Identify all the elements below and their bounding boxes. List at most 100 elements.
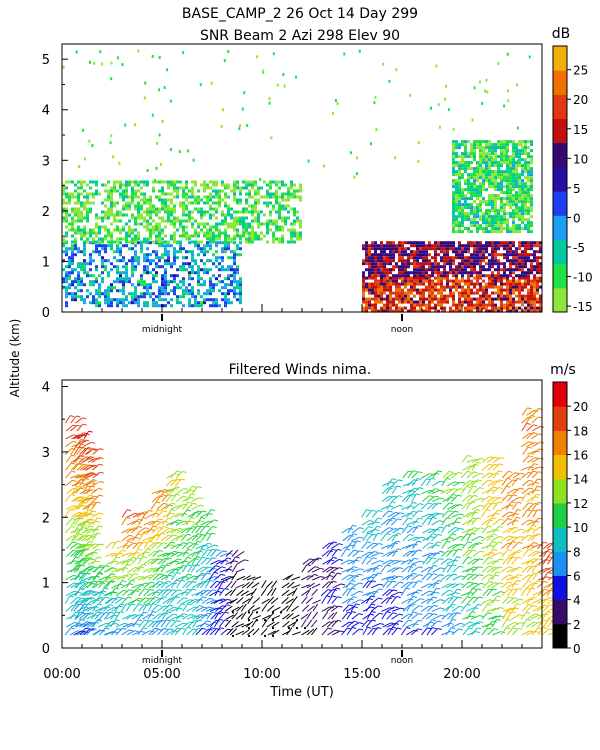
snr-cell [125, 213, 128, 217]
snr-cell [194, 180, 197, 184]
wind-barb-flag [173, 613, 178, 616]
snr-cell [479, 300, 482, 304]
wind-barb [86, 580, 94, 589]
wind-barb-flag [167, 517, 173, 520]
snr-cell [479, 244, 482, 248]
snr-cell [194, 298, 197, 302]
snr-cell [497, 194, 500, 198]
wind-barb [196, 556, 203, 565]
snr-cell [173, 286, 176, 290]
snr-cell [506, 256, 509, 260]
snr-cell [500, 170, 503, 174]
snr-cell [515, 179, 518, 183]
snr-cell [461, 300, 464, 304]
snr-cell [116, 277, 119, 281]
snr-cell [419, 300, 422, 304]
snr-cell [479, 309, 482, 313]
wind-barb-flag [158, 518, 164, 521]
snr-cell [242, 219, 245, 223]
snr-cell [179, 240, 182, 244]
snr-cell [488, 185, 491, 189]
snr-cell [476, 247, 479, 251]
snr-cell [386, 279, 389, 283]
snr-cell [239, 292, 242, 296]
snr-cell [455, 188, 458, 192]
snr-cell [533, 256, 536, 260]
snr-cell [146, 265, 149, 269]
snr-cell [425, 276, 428, 280]
wind-barb [65, 462, 72, 471]
snr-cell [479, 80, 481, 84]
wind-barb-flag [173, 550, 179, 553]
snr-cell [154, 179, 156, 183]
snr-cell [140, 198, 143, 202]
snr-cell [461, 152, 464, 156]
snr-cell [461, 155, 464, 159]
snr-cell [92, 180, 95, 184]
snr-cell [467, 164, 470, 168]
snr-cell [455, 179, 458, 183]
snr-cell [455, 268, 458, 272]
wind-barb [215, 550, 224, 557]
snr-cell [149, 204, 152, 208]
wind-barb-flag [128, 573, 133, 576]
snr-cell [386, 262, 389, 266]
snr-cell [500, 279, 503, 283]
snr-cell [248, 183, 251, 187]
snr-cell [143, 271, 146, 275]
snr-cell [167, 192, 170, 196]
wind-barb-flag [223, 579, 228, 582]
wind-barb [185, 526, 193, 534]
snr-cell [473, 170, 476, 174]
wind-barb [175, 495, 184, 503]
snr-cell [125, 234, 128, 238]
snr-cell [161, 237, 164, 241]
snr-cell [503, 149, 506, 153]
snr-cell [281, 198, 284, 202]
snr-cell [491, 262, 494, 266]
snr-cell [227, 186, 230, 190]
snr-cell [380, 247, 383, 251]
snr-cell [128, 234, 131, 238]
snr-cell [107, 295, 110, 299]
snr-cell [509, 188, 512, 192]
snr-cell [476, 276, 479, 280]
wind-barb [182, 541, 190, 549]
wind-barb-flag [94, 606, 99, 608]
wind-barb [98, 565, 106, 573]
snr-cell [128, 183, 131, 187]
snr-cell [164, 253, 167, 257]
snr-cell [434, 285, 437, 289]
snr-cell [158, 216, 161, 220]
snr-colorbar-tick-label: 5 [573, 182, 581, 196]
wind-barb [136, 541, 144, 549]
snr-cell [500, 215, 503, 219]
snr-cell [257, 219, 260, 223]
snr-cell [110, 262, 113, 266]
wind-barb [174, 622, 184, 628]
snr-cell [125, 201, 128, 205]
snr-cell [362, 276, 365, 280]
wind-barb [65, 434, 74, 440]
snr-cell [524, 285, 527, 289]
snr-cell [125, 240, 128, 244]
snr-cell [458, 206, 461, 210]
snr-cell [401, 253, 404, 257]
snr-cell [458, 241, 461, 245]
wind-barb [81, 621, 90, 628]
wind-barb [93, 572, 100, 581]
snr-cell [539, 244, 542, 248]
wind-barb [187, 551, 196, 557]
snr-cell [515, 227, 518, 231]
snr-cell [452, 303, 455, 307]
snr-cell [224, 247, 227, 251]
snr-colorbar-segment [553, 70, 567, 95]
wind-barb [111, 596, 118, 604]
snr-cell [137, 280, 140, 284]
snr-cell [362, 244, 365, 248]
snr-cell [62, 237, 65, 241]
snr-cell [458, 188, 461, 192]
wind-barb [136, 511, 145, 518]
